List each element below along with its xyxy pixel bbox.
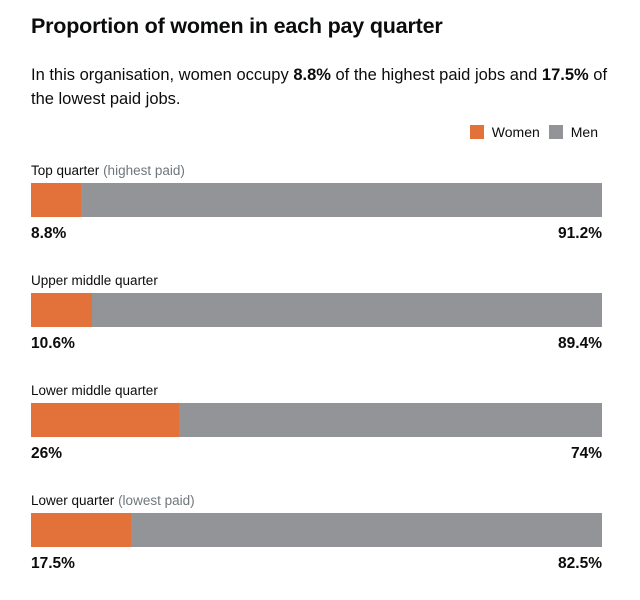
- women-value-label: 10.6%: [31, 335, 75, 352]
- bar-segment-women: [31, 293, 92, 327]
- legend-label-women: Women: [491, 124, 540, 140]
- legend-label-men: Men: [570, 124, 598, 140]
- stacked-bar: [31, 183, 602, 217]
- summary-post: of the lowest paid jobs.: [31, 66, 608, 108]
- pay-quarter-row-lower: Lower quarter (lowest paid) 17.5% 82.5%: [31, 492, 602, 573]
- bar-segment-women: [31, 403, 180, 437]
- summary-highest-value: 8.8%: [293, 66, 331, 84]
- bar-segment-women: [31, 513, 131, 547]
- pay-quarter-row-lower-middle: Lower middle quarter 26% 74%: [31, 382, 602, 463]
- men-value-label: 82.5%: [558, 555, 602, 572]
- bar-segment-men: [179, 403, 602, 437]
- chart-title: Proportion of women in each pay quarter: [31, 14, 443, 38]
- stacked-bar: [31, 513, 602, 547]
- row-values: 26% 74%: [31, 445, 602, 463]
- bar-segment-men: [81, 183, 602, 217]
- row-values: 17.5% 82.5%: [31, 555, 602, 573]
- bar-segment-women: [31, 183, 82, 217]
- summary-text: In this organisation, women occupy 8.8% …: [31, 63, 621, 111]
- legend-item-men: Men: [548, 124, 598, 140]
- stacked-bar: [31, 293, 602, 327]
- pay-quarter-row-top: Top quarter (highest paid) 8.8% 91.2%: [31, 162, 602, 243]
- row-label-main: Lower quarter: [31, 493, 115, 508]
- row-label-sub: (highest paid): [103, 163, 185, 178]
- summary-pre: In this organisation, women occupy: [31, 66, 294, 84]
- legend-swatch-men: [548, 125, 563, 139]
- row-label-sub: (lowest paid): [118, 493, 195, 508]
- row-label: Upper middle quarter: [31, 272, 602, 290]
- row-values: 10.6% 89.4%: [31, 335, 602, 353]
- legend-swatch-women: [469, 125, 484, 139]
- men-value-label: 89.4%: [558, 335, 602, 352]
- row-values: 8.8% 91.2%: [31, 225, 602, 243]
- women-value-label: 26%: [31, 445, 63, 462]
- women-value-label: 8.8%: [31, 225, 67, 242]
- stacked-bar: [31, 403, 602, 437]
- legend-item-women: Women: [469, 124, 540, 140]
- row-label: Top quarter (highest paid): [31, 162, 602, 180]
- bar-segment-men: [91, 293, 602, 327]
- row-label: Lower middle quarter: [31, 382, 602, 400]
- summary-lowest-value: 17.5%: [541, 66, 589, 84]
- row-label-main: Lower middle quarter: [31, 383, 158, 398]
- row-label-main: Top quarter: [31, 163, 100, 178]
- row-label: Lower quarter (lowest paid): [31, 492, 602, 510]
- summary-mid: of the highest paid jobs and: [330, 66, 542, 84]
- men-value-label: 74%: [570, 445, 602, 462]
- women-value-label: 17.5%: [31, 555, 75, 572]
- bar-segment-men: [130, 513, 602, 547]
- row-label-main: Upper middle quarter: [31, 273, 158, 288]
- legend: Women Men: [461, 124, 598, 140]
- pay-quarter-row-upper-middle: Upper middle quarter 10.6% 89.4%: [31, 272, 602, 353]
- men-value-label: 91.2%: [558, 225, 602, 242]
